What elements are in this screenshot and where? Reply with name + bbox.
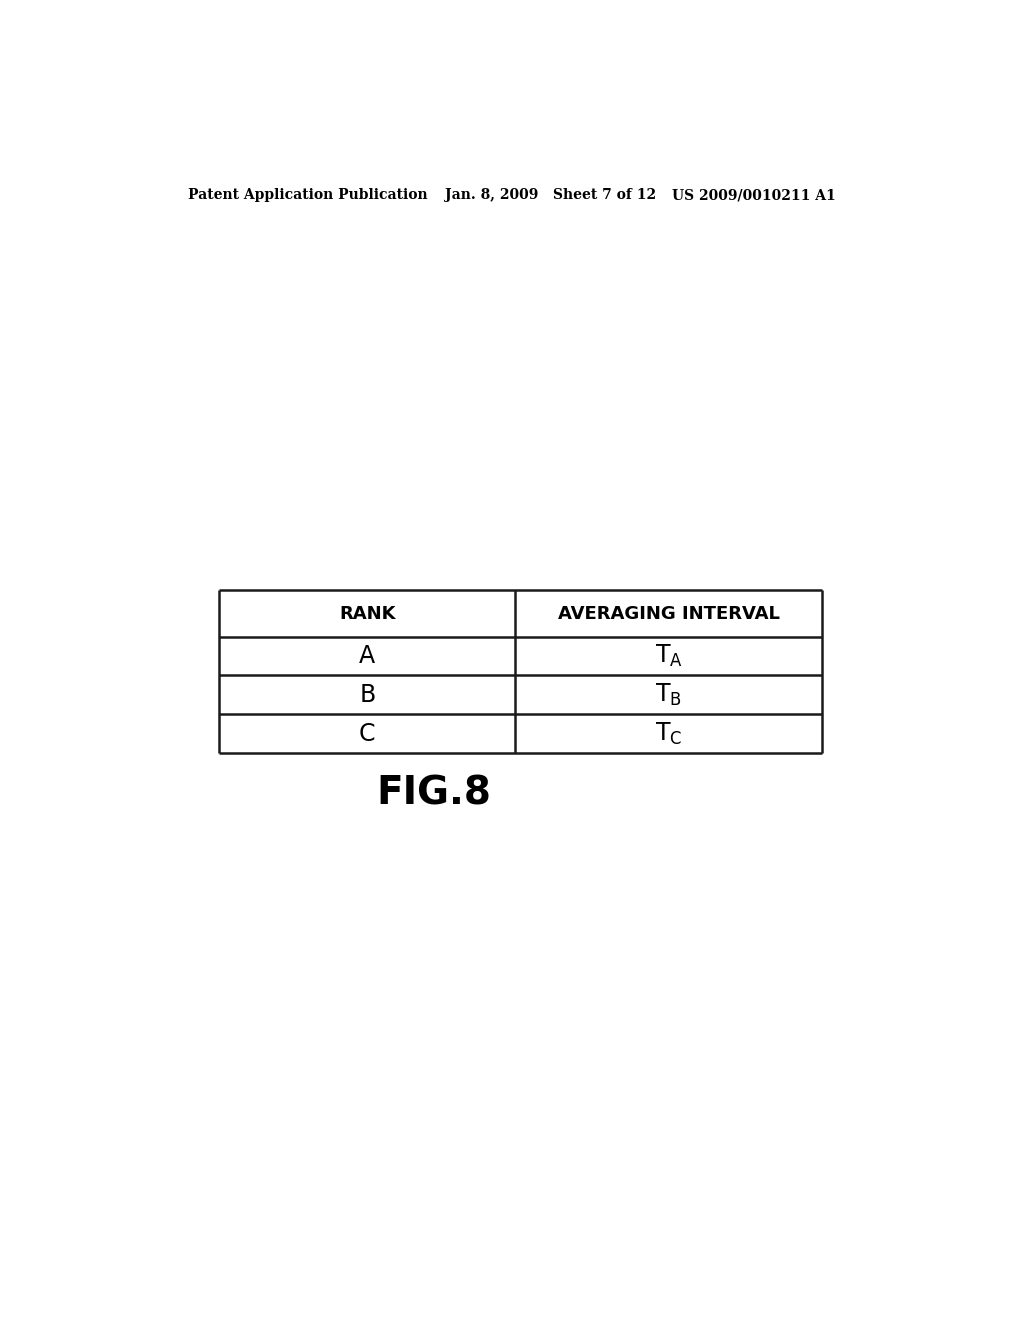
Text: RANK: RANK — [339, 605, 395, 623]
Text: $\mathrm{T}_\mathrm{B}$: $\mathrm{T}_\mathrm{B}$ — [655, 681, 682, 708]
Text: C: C — [359, 722, 376, 746]
Text: $\mathrm{T}_\mathrm{C}$: $\mathrm{T}_\mathrm{C}$ — [655, 721, 682, 747]
Text: US 2009/0010211 A1: US 2009/0010211 A1 — [672, 189, 836, 202]
Text: AVERAGING INTERVAL: AVERAGING INTERVAL — [558, 605, 779, 623]
Text: $\mathrm{T}_\mathrm{A}$: $\mathrm{T}_\mathrm{A}$ — [655, 643, 683, 669]
Text: A: A — [359, 644, 376, 668]
Text: Jan. 8, 2009   Sheet 7 of 12: Jan. 8, 2009 Sheet 7 of 12 — [445, 189, 656, 202]
Text: B: B — [359, 682, 376, 706]
Text: FIG.8: FIG.8 — [376, 775, 490, 813]
Text: Patent Application Publication: Patent Application Publication — [187, 189, 427, 202]
